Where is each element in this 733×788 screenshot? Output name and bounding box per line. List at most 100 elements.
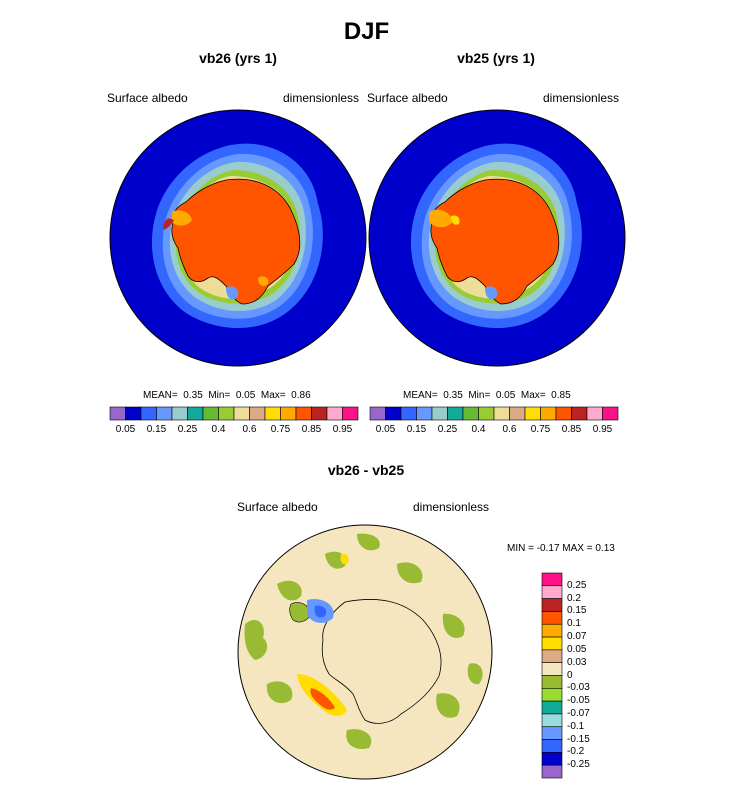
panel1-ice-sheet-patch-a (172, 210, 192, 226)
panel1-colorbar-swatch (342, 406, 359, 421)
panel2-colorbar-swatch (369, 406, 386, 421)
panel2-colorbar-tick-label: 0.6 (502, 424, 517, 435)
panel3-colorbar-swatch (541, 611, 563, 625)
panel3-colorbar-swatch (541, 662, 563, 676)
panel1-colorbar-swatch (171, 406, 188, 421)
panel1-mean-label: MEAN= (143, 390, 178, 401)
panel3-title: vb26 - vb25 (327, 462, 405, 478)
panel1-colorbar-swatch (233, 406, 250, 421)
panel3-units-label: dimensionless (413, 500, 490, 514)
panel2-ice-sheet-patch-b (451, 215, 460, 225)
panel2-units-label: dimensionless (543, 91, 620, 105)
panel1-colorbar-tick-label: 0.15 (146, 424, 167, 435)
panel1-map-border (109, 109, 367, 367)
panel3-colorbar-swatch (541, 739, 563, 753)
panel1-colorbar-swatch (109, 406, 126, 421)
panel3-patch-east (442, 613, 465, 638)
panel2-colorbar-swatch (385, 406, 402, 421)
panel1-colorbar-tick-label: 0.6 (242, 424, 257, 435)
panel1-min-label: Min= (208, 390, 231, 401)
panel3-colorbar-swatch (541, 572, 563, 587)
panel3-patch-northwest (277, 580, 302, 601)
panel2-variable-label: Surface albedo (367, 91, 448, 105)
panel1-variable-label: Surface albedo (107, 91, 188, 105)
panel3-variable-label: Surface albedo (237, 500, 318, 514)
panel3-colorbar-swatch (541, 764, 563, 779)
panel3-colorbar-swatch (541, 713, 563, 728)
panel1-colorbar (109, 406, 359, 421)
panel1-title: vb26 (yrs 1) (199, 50, 277, 66)
panel3-colorbar-tick-label: 0.25 (567, 579, 587, 591)
panel3-patch-southeast (436, 693, 460, 718)
panel1-colorbar-tick-label: 0.95 (332, 424, 353, 435)
panel2-colorbar-swatch (493, 406, 510, 421)
panel3-patch-north-2 (357, 533, 380, 551)
panel3-colorbar-swatch (541, 700, 563, 715)
panel2-colorbar-tick-label: 0.85 (561, 424, 582, 435)
panel3-colorbar-tick-label: 0.07 (567, 631, 587, 643)
panel3-map-border (237, 524, 493, 780)
panel1-colorbar-swatch (140, 406, 157, 421)
panel1-max-value: 0.86 (291, 390, 311, 401)
panel1-colorbar-swatch (187, 406, 204, 421)
panel2-colorbar-swatch (400, 406, 417, 421)
panel2-max-value: 0.85 (551, 390, 571, 401)
panel1-mean-value: 0.35 (183, 390, 203, 401)
panel3-colorbar-tick-label: 0.05 (567, 643, 587, 655)
panel1-min-value: 0.05 (235, 390, 256, 401)
panel2-colorbar-swatch (586, 406, 603, 421)
panel3-colorbar-swatch (541, 598, 563, 612)
panel2-colorbar-tick-label: 0.95 (592, 424, 613, 435)
panel2-colorbar-swatch (431, 406, 448, 421)
panel3-patch-north (325, 551, 346, 569)
panel3-peninsula (289, 602, 312, 623)
panel1-colorbar-swatch (125, 406, 142, 421)
panel3-weddell-negative-core (314, 605, 327, 618)
panel2-colorbar-tick-label: 0.75 (530, 424, 551, 435)
panel3-map (237, 524, 493, 780)
panel1-colorbar-tick-label: 0.75 (270, 424, 291, 435)
panel3-colorbar-tick-label: -0.15 (567, 733, 590, 745)
panel3-colorbar-tick-label: -0.1 (567, 720, 585, 732)
panel2-max-label: Max= (520, 390, 546, 401)
panel2-colorbar-swatch (555, 406, 572, 421)
panel2-colorbar-swatch (447, 406, 464, 421)
panel2-colorbar-swatch (416, 406, 433, 421)
panel3-colorbar-tick-label: -0.05 (567, 695, 590, 707)
panel2-colorbar-tick-label: 0.15 (406, 424, 427, 435)
panel1-colorbar-swatch (218, 406, 235, 421)
panel3-patch-east-2 (467, 663, 483, 685)
panel2-min-value: 0.05 (495, 390, 516, 401)
panel2-stats: MEAN= 0.35 Min= 0.05 Max= 0.85 (403, 390, 571, 401)
panel2-colorbar-tick-label: 0.05 (375, 424, 396, 435)
panel2-colorbar-tick-label: 0.25 (437, 424, 458, 435)
panel3-patch-northeast (397, 562, 423, 584)
panel3-stats: MIN = -0.17 MAX = 0.13 (507, 543, 615, 554)
panel3-colorbar-tick-label: 0 (567, 669, 573, 681)
panel3-colorbar-swatch (541, 623, 563, 638)
panel3-antarctica (321, 599, 442, 724)
panel1-units-label: dimensionless (283, 91, 360, 105)
figure-title: DJF (343, 18, 390, 45)
panel2-colorbar-swatch (509, 406, 526, 421)
panel3-colorbar-tick-label: 0.1 (567, 618, 581, 630)
panel1-colorbar-tick-label: 0.05 (115, 424, 136, 435)
panel2-colorbar (369, 406, 619, 421)
panel3-colorbar-swatch (541, 649, 563, 663)
panel3-colorbar-swatch (541, 726, 563, 740)
panel2-colorbar-swatch (462, 406, 479, 421)
panel1-colorbar-swatch (295, 406, 312, 421)
panel1-ice-sheet-patch-b (258, 276, 269, 286)
panel3-positive-north (340, 553, 349, 565)
panel1-colorbar-tick-label: 0.85 (301, 424, 322, 435)
panel3-colorbar-swatch (541, 585, 563, 599)
panel2-map-border (368, 109, 626, 367)
panel1-colorbar-swatch (156, 406, 173, 421)
panel2-mean-value: 0.35 (443, 390, 463, 401)
panel3-colorbar-tick-label: -0.03 (567, 682, 590, 694)
panel2-min-label: Min= (468, 390, 491, 401)
panel3-patch-west (244, 619, 268, 660)
panel1-colorbar-swatch (202, 406, 219, 421)
panel2-colorbar-swatch (478, 406, 495, 421)
panel2-colorbar-swatch (524, 406, 541, 421)
